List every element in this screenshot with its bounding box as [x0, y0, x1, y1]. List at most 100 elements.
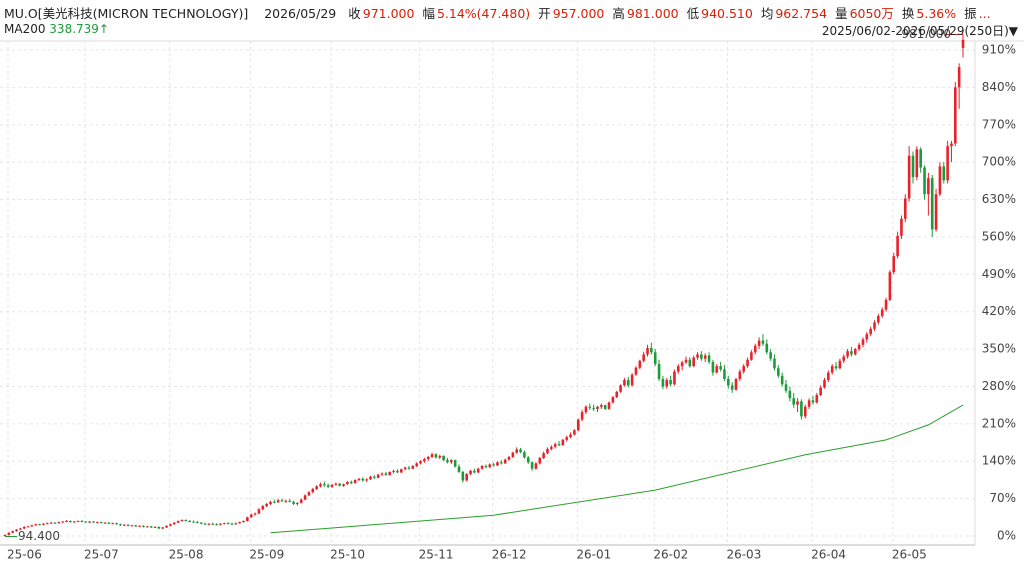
candle-body [850, 351, 853, 355]
candle-body [653, 352, 657, 365]
candle-body [30, 525, 34, 527]
candle-body [26, 526, 30, 528]
candle-body [138, 525, 141, 527]
candle-body [65, 521, 68, 523]
candle-body [215, 524, 218, 526]
candle-body [407, 467, 411, 469]
candle-body [284, 500, 288, 502]
candle-body [419, 461, 422, 464]
candle-body [592, 407, 595, 409]
candle-body [757, 340, 761, 346]
candle-body [303, 495, 307, 500]
y-tick-label: 70% [989, 491, 1016, 505]
candle-body [688, 359, 692, 367]
y-tick-label: 420% [982, 304, 1016, 318]
candle-body [476, 468, 480, 473]
candle-body [165, 525, 168, 528]
x-tick-label: 25-07 [84, 548, 119, 562]
candle-body [265, 503, 268, 507]
candle-body [715, 366, 719, 373]
candle-body [46, 523, 49, 525]
symbol: MU.O[美光科技(MICRON TECHNOLOGY)] [4, 6, 249, 21]
quote-value: 5.14%(47.480) [436, 6, 531, 21]
ma-value: 338.739↑ [49, 22, 109, 36]
candle-body [584, 406, 588, 413]
candle-body [503, 459, 507, 464]
candle-body [650, 348, 653, 353]
candle-body [507, 456, 511, 460]
candle-body [911, 155, 915, 178]
candle-body [896, 235, 899, 257]
candle-body [680, 362, 684, 367]
candle-body [353, 479, 357, 484]
candle-body [496, 462, 499, 466]
candle-body [122, 524, 126, 526]
candle-body [357, 478, 361, 480]
candle-body [80, 521, 84, 523]
x-tick-label: 25-09 [249, 548, 284, 562]
candle-body [742, 366, 745, 372]
candle-body [169, 524, 172, 526]
candle-body [615, 391, 619, 398]
candle-body [146, 526, 149, 528]
candle-body [788, 390, 792, 399]
candle-body [126, 524, 130, 526]
candle-body [334, 483, 338, 485]
candle-body [111, 523, 115, 525]
candle-body [769, 352, 772, 359]
candle-body [773, 358, 776, 369]
quote-label: 低 [686, 6, 700, 21]
x-tick-label: 25-06 [7, 548, 42, 562]
candle-body [942, 166, 946, 181]
candle-body [800, 401, 803, 417]
candle-body [338, 483, 342, 486]
candle-body [796, 401, 799, 405]
candle-body [626, 380, 630, 386]
candle-body [526, 457, 530, 463]
candle-body [288, 500, 292, 502]
candle-body [292, 501, 295, 504]
candle-body [700, 354, 703, 359]
candle-body [665, 380, 669, 387]
candle-body [11, 531, 14, 533]
candle-body [484, 466, 488, 468]
candle-body [877, 315, 880, 323]
candle-body [880, 309, 884, 316]
candle-body [34, 524, 38, 526]
y-tick-label: 700% [982, 155, 1016, 169]
quote-label: 均 [760, 6, 774, 21]
candle-body [19, 528, 22, 530]
candle-body [865, 334, 869, 340]
candle-body [565, 437, 569, 440]
x-tick-label: 26-05 [892, 548, 927, 562]
candle-body [411, 466, 415, 469]
candle-body [750, 352, 753, 360]
candle-body [738, 371, 742, 379]
candle-body [765, 343, 769, 353]
candle-body [399, 469, 403, 473]
candle-body [380, 473, 384, 475]
candle-body [530, 462, 534, 469]
candle-body [92, 521, 95, 523]
quote-header: MU.O[美光科技(MICRON TECHNOLOGY)] 2026/05/29… [4, 3, 999, 22]
candle-body [784, 384, 788, 391]
candle-body [142, 525, 145, 527]
candle-body [22, 526, 26, 529]
candle-body [761, 340, 765, 344]
candle-body [103, 522, 107, 524]
candle-body [249, 514, 253, 518]
candle-body [727, 378, 730, 386]
x-tick-label: 26-04 [811, 548, 846, 562]
candle-body [330, 484, 334, 487]
candle-body [253, 513, 257, 515]
candle-body [753, 345, 757, 353]
candle-body [834, 366, 838, 369]
date-range[interactable]: 2025/06/02-2026/05/29(250日)▼ [821, 24, 1018, 38]
candle-body [7, 532, 11, 535]
candle-body [500, 462, 503, 464]
quote-value: 981.000 [626, 6, 679, 21]
candle-body [838, 360, 842, 369]
candle-body [449, 460, 453, 463]
x-tick-label: 26-03 [726, 548, 761, 562]
candle-body [819, 387, 822, 396]
